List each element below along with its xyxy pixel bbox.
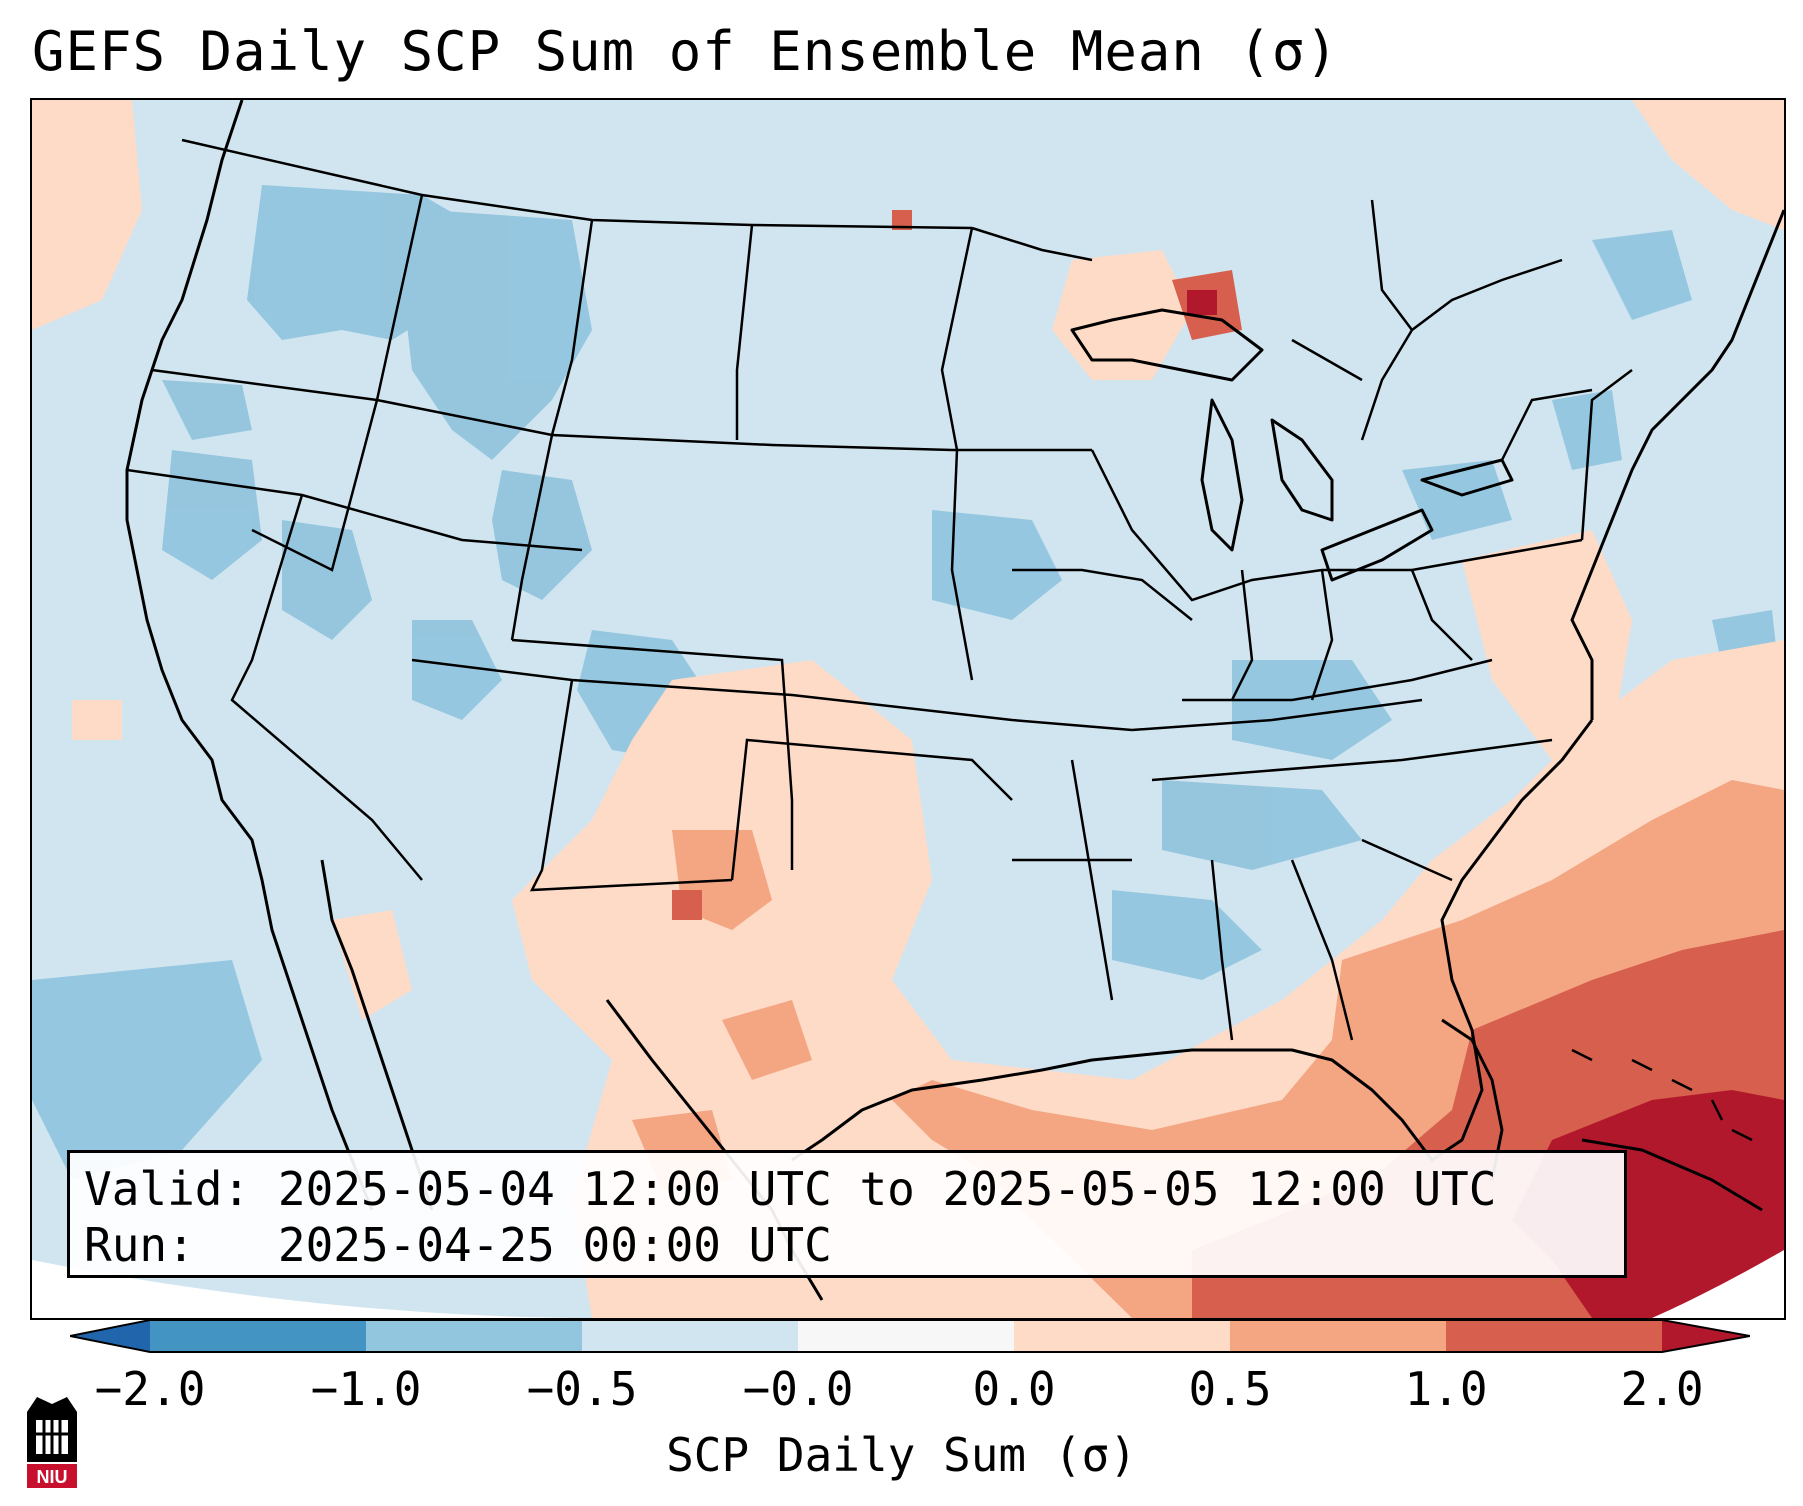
colorbar-bin-0-05 <box>1014 1320 1230 1352</box>
lake-erie <box>1320 508 1434 582</box>
colorbar-tick: 0.0 <box>972 1362 1056 1416</box>
run-label: Run: <box>84 1218 195 1272</box>
colorbar-bin-neg1-neg05 <box>366 1320 582 1352</box>
caribbean-islands <box>1571 1048 1753 1142</box>
niu-logo: NIU <box>27 1397 77 1488</box>
colorbar-tick: 1.0 <box>1404 1362 1488 1416</box>
colorbar-tick: −2.0 <box>94 1362 206 1416</box>
lake-ontario <box>1420 458 1514 497</box>
valid-run-info-box: Valid: 2025-05-04 12:00 UTC to 2025-05-0… <box>67 1150 1627 1278</box>
us-east-coast <box>1570 209 1784 720</box>
us-gulf-coast <box>791 719 1594 1162</box>
us-west-coast <box>125 100 374 1211</box>
map-title: GEFS Daily SCP Sum of Ensemble Mean (σ) <box>32 20 1339 83</box>
political-borders <box>126 138 1633 1041</box>
run-time-value: 2025-04-25 00:00 UTC <box>277 1218 832 1272</box>
colorbar-tick: 2.0 <box>1620 1362 1704 1416</box>
colorbar-tick: 0.5 <box>1188 1362 1272 1416</box>
colorbar-outline <box>70 1319 1750 1353</box>
colorbar-bin-neg0-0 <box>798 1320 1014 1352</box>
colorbar-bin-neg2-neg1 <box>150 1320 366 1352</box>
projection-edge-left <box>32 1260 592 1318</box>
map-canvas <box>32 100 1784 1318</box>
colorbar-axis-label: SCP Daily Sum (σ) <box>666 1428 1137 1482</box>
colorbar-extend-low <box>70 1320 150 1352</box>
lake-superior <box>1070 308 1264 382</box>
valid-label: Valid: <box>84 1162 251 1216</box>
cuba-coast <box>1581 1138 1763 1212</box>
colorbar-bin-1-2 <box>1446 1320 1662 1352</box>
svg-text:NIU: NIU <box>37 1467 68 1487</box>
colorbar <box>70 1319 1750 1353</box>
map-panel <box>30 98 1786 1320</box>
colorbar-extend-high <box>1662 1320 1750 1352</box>
colorbar-tick: −0.5 <box>526 1362 638 1416</box>
projection-edge-right <box>1652 1250 1784 1318</box>
colorbar-tick: −1.0 <box>310 1362 422 1416</box>
lake-huron <box>1270 418 1334 522</box>
field-light-negative <box>32 185 1782 1180</box>
lake-michigan <box>1200 398 1244 552</box>
colorbar-bin-05-1 <box>1230 1320 1446 1352</box>
valid-time-value: 2025-05-04 12:00 UTC to 2025-05-05 12:00… <box>277 1162 1497 1216</box>
colorbar-tick: −0.0 <box>742 1362 854 1416</box>
colorbar-bin-neg05-neg0 <box>582 1320 798 1352</box>
